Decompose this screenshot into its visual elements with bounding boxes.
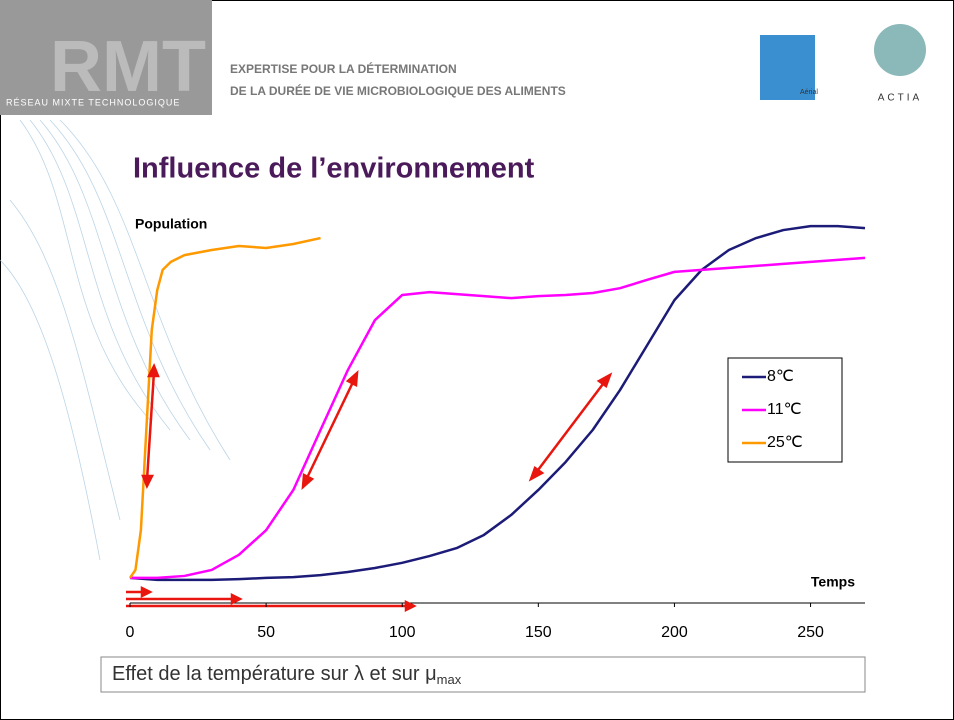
slide: RMT RÉSEAU MIXTE TECHNOLOGIQUE EXPERTISE… xyxy=(0,0,954,720)
decoration xyxy=(0,120,230,560)
y-axis-label: Population xyxy=(135,216,207,232)
x-tick-label: 100 xyxy=(389,624,416,641)
partner-logo xyxy=(874,24,926,76)
logo-text: RMT xyxy=(50,27,206,107)
x-tick-label: 50 xyxy=(257,624,275,641)
chart-title: Influence de l’environnement xyxy=(133,153,535,185)
series-line xyxy=(130,238,321,578)
x-tick-label: 250 xyxy=(797,624,824,641)
x-tick-label: 0 xyxy=(126,624,135,641)
x-tick-label: 200 xyxy=(661,624,688,641)
x-tick-label: 150 xyxy=(525,624,552,641)
partner-name: ACTIA xyxy=(878,93,922,104)
legend-label: 25℃ xyxy=(767,434,803,451)
chart: RMT RÉSEAU MIXTE TECHNOLOGIQUE EXPERTISE… xyxy=(0,0,954,720)
caption-subscript: max xyxy=(437,672,462,687)
legend-label: 8℃ xyxy=(767,368,794,385)
legend-label: 11℃ xyxy=(767,401,802,418)
caption-text: Effet de la température sur λ et sur μ xyxy=(112,663,437,685)
x-axis-label: Temps xyxy=(811,574,855,590)
caption: Effet de la température sur λ et sur μma… xyxy=(112,663,462,687)
partner-name: Aérial xyxy=(800,89,818,96)
header-line: DE LA DURÉE DE VIE MICROBIOLOGIQUE DES A… xyxy=(230,83,566,98)
header-line: EXPERTISE POUR LA DÉTERMINATION xyxy=(230,61,457,76)
network-name: RÉSEAU MIXTE TECHNOLOGIQUE xyxy=(6,97,180,107)
